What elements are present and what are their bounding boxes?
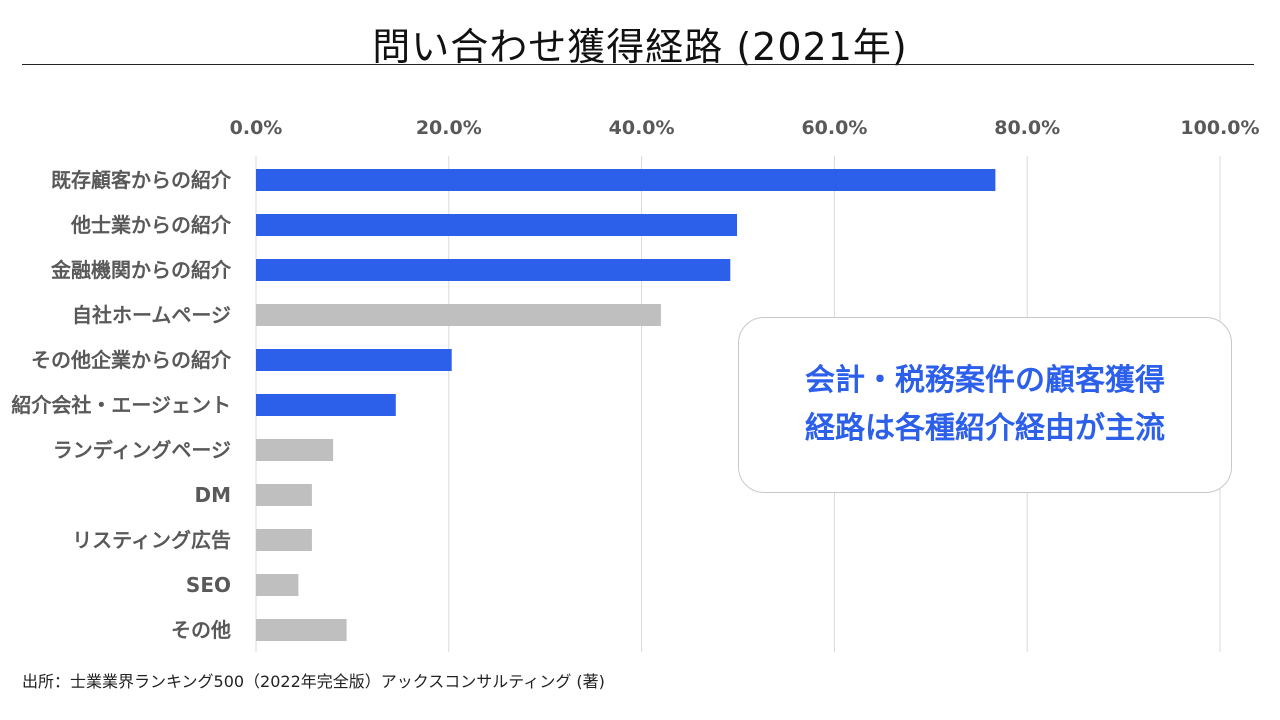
category-label: 自社ホームページ (72, 303, 231, 327)
category-label: 紹介会社・エージェント (11, 393, 231, 417)
category-label: DM (194, 483, 231, 507)
x-tick-label: 20.0% (416, 117, 482, 139)
category-label: その他 (171, 618, 231, 642)
x-tick-label: 0.0% (230, 117, 283, 139)
x-tick-label: 100.0% (1180, 117, 1259, 139)
category-label: 他士業からの紹介 (70, 213, 232, 237)
chart-title: 問い合わせ獲得経路 (2021年) (372, 25, 908, 69)
bar (256, 619, 347, 641)
bar (256, 394, 396, 416)
category-label: ランディングページ (53, 438, 231, 462)
bar (256, 529, 312, 551)
x-tick-label: 40.0% (609, 117, 675, 139)
category-label: 金融機関からの紹介 (50, 258, 232, 282)
bar (256, 259, 731, 281)
x-tick-label: 60.0% (801, 117, 867, 139)
x-tick-label: 80.0% (994, 117, 1060, 139)
bar (256, 574, 299, 596)
callout-line-2: 経路は各種紹介経由が主流 (805, 411, 1165, 446)
category-label: SEO (186, 573, 231, 597)
category-label: 既存顧客からの紹介 (51, 168, 232, 192)
bar (256, 304, 661, 326)
bar (256, 484, 312, 506)
bar (256, 169, 996, 191)
bar (256, 349, 452, 371)
callout-box: 会計・税務案件の顧客獲得 経路は各種紹介経由が主流 (738, 317, 1232, 493)
source-note: 出所：士業業界ランキング500（2022年完全版）アックスコンサルティング (著… (22, 672, 605, 691)
category-label: その他企業からの紹介 (31, 348, 232, 372)
category-label: リスティング広告 (72, 528, 231, 552)
bar (256, 214, 738, 236)
callout-line-1: 会計・税務案件の顧客獲得 (805, 363, 1165, 398)
title-underline (22, 64, 1254, 65)
bar (256, 439, 334, 461)
